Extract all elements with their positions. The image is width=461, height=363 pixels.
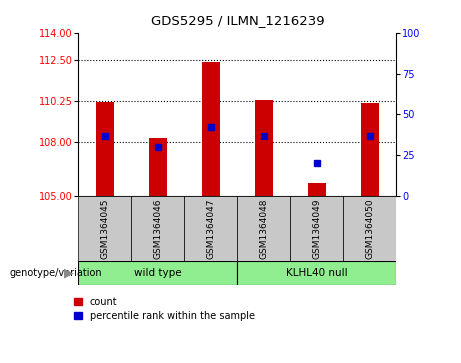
Text: wild type: wild type: [134, 268, 182, 278]
Text: GDS5295 / ILMN_1216239: GDS5295 / ILMN_1216239: [151, 15, 324, 28]
Bar: [131, 196, 184, 261]
Bar: [237, 196, 290, 261]
Bar: [307, 183, 326, 196]
Bar: [254, 100, 273, 196]
Text: ▶: ▶: [64, 267, 74, 280]
Text: GSM1364048: GSM1364048: [260, 199, 268, 259]
Text: genotype/variation: genotype/variation: [9, 268, 102, 278]
Bar: [78, 196, 131, 261]
Text: GSM1364046: GSM1364046: [154, 199, 162, 259]
Bar: [201, 62, 220, 196]
Bar: [237, 261, 396, 285]
Bar: [148, 138, 167, 196]
Bar: [290, 196, 343, 261]
Legend: count, percentile rank within the sample: count, percentile rank within the sample: [74, 297, 254, 321]
Bar: [78, 261, 237, 285]
Bar: [95, 102, 114, 196]
Text: GSM1364050: GSM1364050: [366, 198, 374, 259]
Text: GSM1364049: GSM1364049: [313, 199, 321, 259]
Text: GSM1364045: GSM1364045: [100, 199, 109, 259]
Text: KLHL40 null: KLHL40 null: [286, 268, 348, 278]
Text: GSM1364047: GSM1364047: [207, 199, 215, 259]
Bar: [361, 103, 379, 196]
Bar: [343, 196, 396, 261]
Bar: [184, 196, 237, 261]
